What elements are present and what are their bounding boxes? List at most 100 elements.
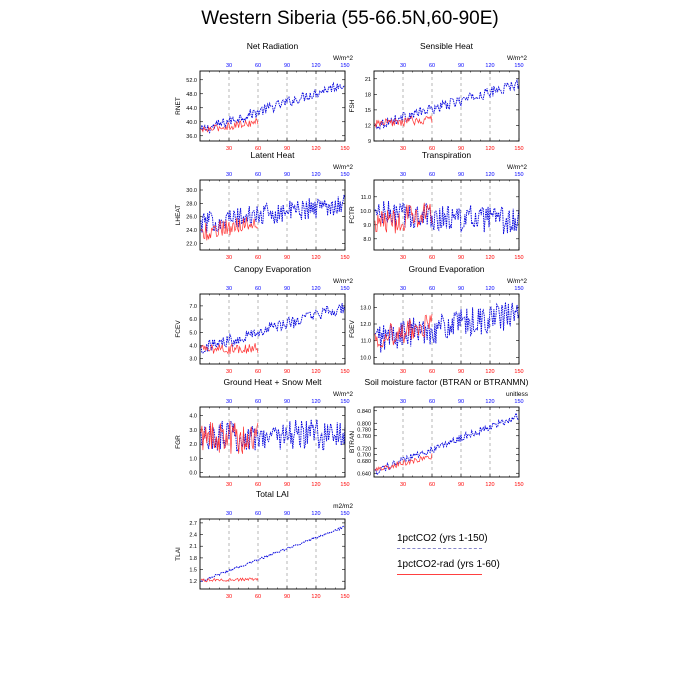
y-tick-label: 1.0: [189, 456, 197, 462]
x-tick-label-bottom: 120: [311, 594, 320, 600]
x-tick-label-top: 150: [514, 172, 523, 178]
x-tick-label-top: 90: [458, 286, 464, 292]
y-tick-label: 11.0: [361, 195, 371, 201]
series-line-1pctco2-rad: [200, 343, 259, 355]
x-tick-label-bottom: 30: [400, 482, 406, 488]
x-tick-label-top: 60: [255, 399, 261, 405]
panel-units: unitless: [506, 391, 529, 398]
x-tick-label-bottom: 60: [255, 482, 261, 488]
x-tick-label-bottom: 120: [311, 482, 320, 488]
plot-frame: [199, 293, 346, 365]
x-tick-label-top: 60: [429, 399, 435, 405]
panel-title: Net Radiation: [247, 41, 299, 51]
x-tick-label-top: 150: [514, 63, 523, 69]
y-tick-label: 12: [365, 123, 371, 129]
series-line-1pctco2-rad: [374, 314, 433, 348]
x-tick-label-bottom: 90: [458, 369, 464, 375]
y-axis-label: LHEAT: [175, 205, 182, 225]
series-line-1pctco2: [200, 525, 346, 582]
x-tick-label-top: 120: [311, 511, 320, 517]
x-tick-label-bottom: 90: [458, 255, 464, 261]
series-line-1pctco2-rad: [200, 217, 259, 241]
y-tick-label: 30.0: [186, 188, 197, 194]
panel-units: W/m^2: [333, 55, 353, 62]
x-tick-label-top: 90: [284, 172, 290, 178]
panel-title: Canopy Evaporation: [234, 264, 311, 274]
y-axis-label: RNET: [175, 97, 182, 115]
y-axis-label: FCTR: [349, 206, 356, 224]
panel-units: W/m^2: [507, 278, 527, 285]
y-tick-label: 0.640: [357, 471, 371, 477]
series-line-1pctco2: [200, 303, 346, 354]
y-tick-label: 0.680: [357, 459, 371, 465]
series-line-1pctco2: [200, 419, 346, 453]
y-tick-label: 1.2: [189, 579, 197, 585]
y-tick-label: 7.0: [189, 304, 197, 310]
x-tick-label-bottom: 30: [400, 369, 406, 375]
x-tick-label-bottom: 60: [255, 369, 261, 375]
y-tick-label: 26.0: [186, 215, 197, 221]
x-tick-label-top: 30: [400, 172, 406, 178]
y-tick-label: 8.0: [363, 237, 371, 243]
x-tick-label-bottom: 30: [400, 146, 406, 152]
x-tick-label-bottom: 30: [226, 369, 232, 375]
y-tick-label: 0.760: [357, 434, 371, 440]
x-tick-label-bottom: 120: [485, 482, 494, 488]
y-tick-label: 36.0: [186, 134, 197, 140]
x-tick-label-bottom: 60: [429, 482, 435, 488]
x-tick-label-top: 30: [400, 286, 406, 292]
legend-label-1pctco2: 1pctCO2 (yrs 1-150): [397, 533, 488, 544]
y-tick-label: 0.840: [357, 409, 371, 415]
x-tick-label-bottom: 90: [284, 255, 290, 261]
y-tick-label: 0.800: [357, 421, 371, 427]
x-tick-label-top: 120: [311, 172, 320, 178]
legend-swatch-1pctco2: [397, 548, 482, 549]
y-tick-label: 18: [365, 92, 371, 98]
x-tick-label-top: 90: [284, 399, 290, 405]
panel-title: Sensible Heat: [420, 41, 474, 51]
x-tick-label-top: 120: [311, 399, 320, 405]
y-tick-label: 2.0: [189, 442, 197, 448]
x-tick-label-bottom: 150: [514, 255, 523, 261]
x-tick-label-bottom: 30: [226, 146, 232, 152]
x-tick-label-top: 120: [485, 172, 494, 178]
series-line-1pctco2: [200, 194, 346, 233]
x-tick-label-bottom: 120: [311, 255, 320, 261]
y-tick-label: 2.1: [189, 544, 197, 550]
plot-frame: [373, 406, 520, 478]
series-line-1pctco2: [374, 411, 520, 476]
x-tick-label-bottom: 60: [255, 594, 261, 600]
plot-frame: [373, 179, 520, 251]
x-tick-label-bottom: 30: [226, 482, 232, 488]
x-tick-label-bottom: 90: [284, 146, 290, 152]
x-tick-label-top: 150: [340, 172, 349, 178]
panel-units: W/m^2: [507, 164, 527, 171]
x-tick-label-top: 90: [458, 399, 464, 405]
y-axis-label: FGEV: [349, 319, 356, 337]
panel-title: Transpiration: [422, 150, 472, 160]
x-tick-label-top: 30: [226, 172, 232, 178]
panel-title: Soil moisture factor (BTRAN or BTRANMN): [365, 377, 529, 387]
x-tick-label-top: 60: [429, 286, 435, 292]
x-tick-label-top: 60: [255, 511, 261, 517]
y-tick-label: 4.0: [189, 344, 197, 350]
x-tick-label-bottom: 90: [458, 146, 464, 152]
y-tick-label: 10.0: [360, 355, 371, 361]
y-tick-label: 3.0: [189, 357, 197, 363]
x-tick-label-bottom: 90: [284, 369, 290, 375]
x-tick-label-bottom: 90: [284, 482, 290, 488]
panel-units: m2/m2: [333, 503, 353, 510]
y-axis-label: BTRAN: [349, 431, 356, 453]
x-tick-label-bottom: 90: [284, 594, 290, 600]
x-tick-label-bottom: 120: [485, 369, 494, 375]
series-line-1pctco2-rad: [200, 421, 259, 454]
y-tick-label: 2.4: [189, 533, 197, 539]
x-tick-label-bottom: 90: [458, 482, 464, 488]
panel-units: W/m^2: [333, 278, 353, 285]
x-tick-label-bottom: 60: [255, 255, 261, 261]
y-tick-label: 12.0: [360, 322, 371, 328]
plot-frame: [199, 518, 346, 590]
panel-title: Ground Evaporation: [408, 264, 484, 274]
x-tick-label-bottom: 150: [514, 482, 523, 488]
y-tick-label: 6.0: [189, 317, 197, 323]
